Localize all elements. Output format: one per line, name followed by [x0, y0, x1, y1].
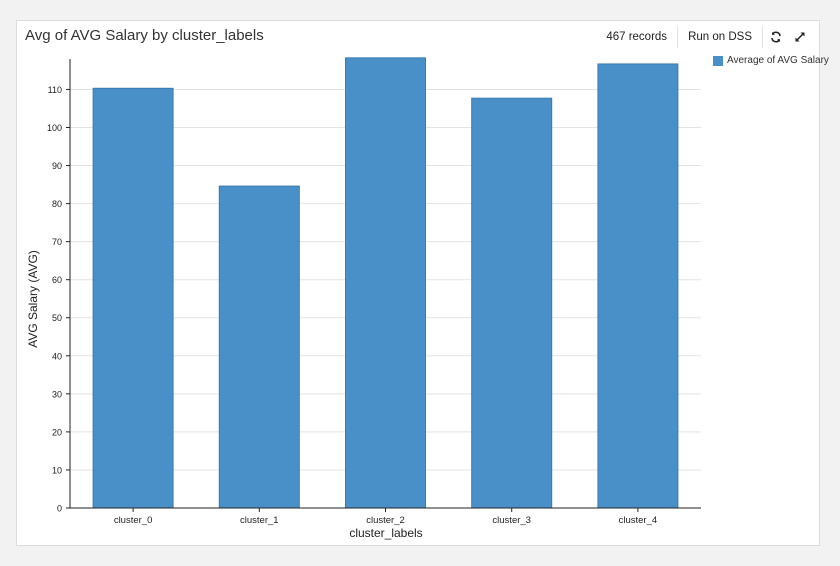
y-axis-label: AVG Salary (AVG) — [26, 250, 40, 348]
chart-panel: Avg of AVG Salary by cluster_labels 467 … — [16, 20, 829, 546]
y-tick-label: 100 — [47, 123, 62, 133]
x-tick-label: cluster_4 — [619, 515, 658, 526]
y-tick-label: 40 — [52, 351, 62, 361]
y-tick-label: 20 — [52, 427, 62, 437]
y-tick-label: 0 — [57, 504, 62, 514]
run-on-dss-button[interactable]: Run on DSS — [688, 31, 752, 43]
refresh-icon[interactable] — [765, 26, 787, 48]
bar-cluster_4[interactable] — [597, 63, 679, 509]
x-tick-label: cluster_3 — [492, 515, 531, 526]
records-count: 467 records — [606, 31, 668, 43]
axes: 0 10 20 30 40 50 60 70 80 90 100 110 cluster_0 cluste… — [47, 59, 701, 526]
x-tick-label: cluster_2 — [366, 515, 405, 526]
legend: Average of AVG Salary — [713, 55, 829, 66]
y-tick-label: 50 — [52, 313, 62, 323]
bar-cluster_2[interactable] — [345, 57, 426, 509]
toolbar-divider — [762, 26, 763, 48]
expand-icon[interactable] — [789, 26, 811, 48]
chart-title: Avg of AVG Salary by cluster_labels — [25, 27, 264, 44]
bar-cluster_1[interactable] — [218, 185, 300, 509]
legend-label: Average of AVG Salary — [727, 55, 829, 66]
y-tick-label: 60 — [52, 275, 62, 285]
bar-cluster_0[interactable] — [92, 87, 174, 509]
x-tick-label: cluster_1 — [240, 515, 279, 526]
chart-toolbar: 467 records Run on DSS — [596, 26, 811, 48]
bars — [92, 57, 679, 509]
y-tick-label: 30 — [52, 389, 62, 399]
y-tick-label: 10 — [52, 465, 62, 475]
y-tick-label: 80 — [52, 199, 62, 209]
legend-swatch — [713, 55, 723, 66]
bar-cluster_3[interactable] — [471, 97, 553, 509]
y-tick-label: 70 — [52, 237, 62, 247]
x-axis-label: cluster_labels — [349, 526, 422, 540]
y-tick-label: 90 — [52, 161, 62, 171]
x-tick-label: cluster_0 — [114, 515, 153, 526]
toolbar-divider — [677, 26, 679, 48]
y-tick-label: 110 — [48, 85, 62, 95]
